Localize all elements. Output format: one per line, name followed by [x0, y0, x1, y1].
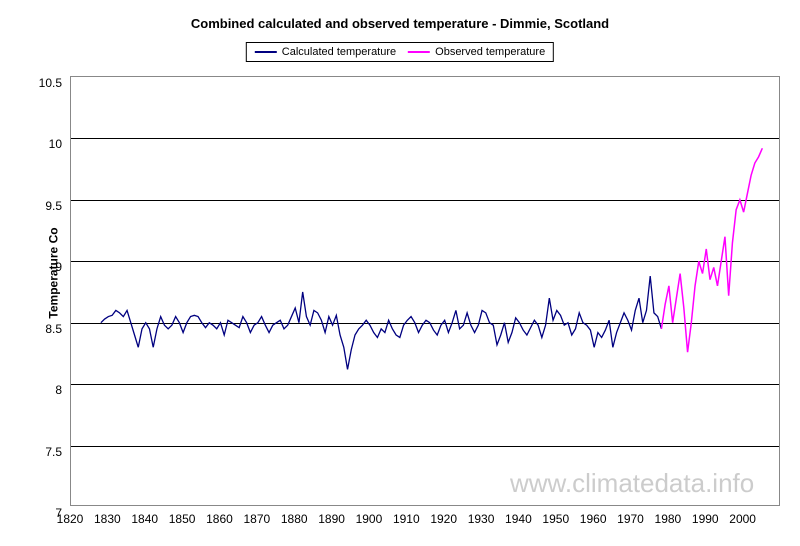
x-tick-label: 1900 — [356, 512, 383, 526]
legend-label-calculated: Calculated temperature — [282, 46, 396, 58]
x-tick-label: 1880 — [281, 512, 308, 526]
x-tick-label: 1950 — [542, 512, 569, 526]
x-tick-label: 2000 — [729, 512, 756, 526]
watermark: www.climatedata.info — [510, 468, 754, 499]
plot-area — [70, 76, 780, 506]
legend: Calculated temperature Observed temperat… — [246, 42, 554, 62]
x-tick-label: 1980 — [655, 512, 682, 526]
legend-label-observed: Observed temperature — [435, 46, 545, 58]
x-tick-label: 1820 — [57, 512, 84, 526]
x-tick-label: 1940 — [505, 512, 532, 526]
chart-svg — [71, 77, 781, 507]
x-tick-label: 1830 — [94, 512, 121, 526]
x-tick-label: 1920 — [430, 512, 457, 526]
chart-title: Combined calculated and observed tempera… — [0, 16, 800, 31]
legend-swatch-calculated — [255, 51, 277, 53]
x-tick-label: 1870 — [243, 512, 270, 526]
legend-swatch-observed — [408, 51, 430, 53]
legend-item-observed: Observed temperature — [408, 46, 545, 58]
legend-item-calculated: Calculated temperature — [255, 46, 396, 58]
series-observed-temperature — [661, 148, 762, 352]
x-tick-label: 1910 — [393, 512, 420, 526]
x-tick-label: 1970 — [617, 512, 644, 526]
x-tick-label: 1890 — [318, 512, 345, 526]
x-tick-label: 1850 — [169, 512, 196, 526]
x-tick-label: 1990 — [692, 512, 719, 526]
series-calculated-temperature — [101, 276, 662, 369]
chart-container: Combined calculated and observed tempera… — [0, 0, 800, 546]
x-tick-label: 1930 — [468, 512, 495, 526]
x-tick-label: 1860 — [206, 512, 233, 526]
x-tick-label: 1960 — [580, 512, 607, 526]
x-tick-label: 1840 — [131, 512, 158, 526]
